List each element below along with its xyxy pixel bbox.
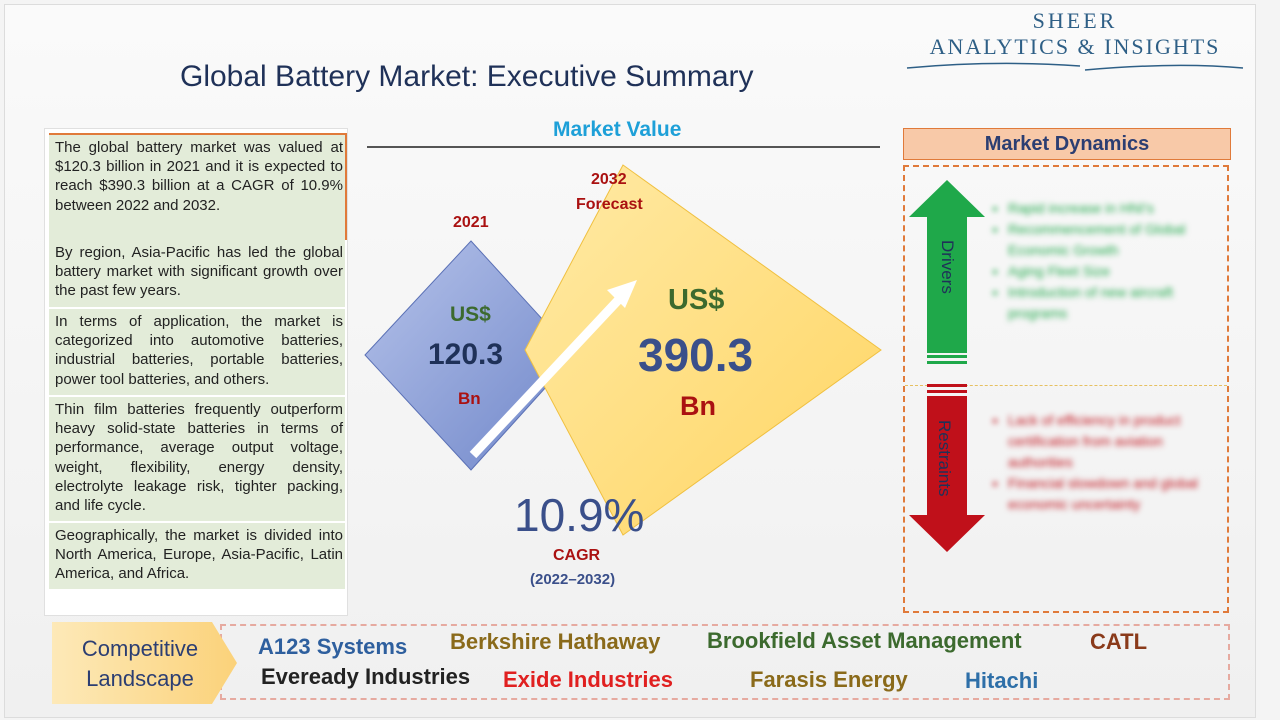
market-value-divider xyxy=(367,146,880,148)
competitive-label-line2: Landscape xyxy=(86,666,194,691)
summary-point-2: By region, Asia-Pacific has led the glob… xyxy=(49,240,345,307)
restraints-list: Lack of efficiency in product certificat… xyxy=(992,410,1212,515)
logo-swoosh xyxy=(906,62,1244,71)
diamond-2032 xyxy=(524,164,882,536)
summary-point-3: In terms of application, the market is c… xyxy=(49,309,345,395)
competitive-label-line1: Competitive xyxy=(81,636,199,661)
driver-item: Aging Fleet Size xyxy=(1008,261,1212,282)
dynamics-divider xyxy=(905,385,1227,386)
company-name: Berkshire Hathaway xyxy=(450,629,661,654)
year-2032-label: 2032 xyxy=(591,171,627,188)
logo-line1: SHEER xyxy=(1032,8,1118,33)
restraints-arrow-icon xyxy=(909,396,985,552)
cagr-label: CAGR xyxy=(553,547,601,564)
cagr-period: (2022–2032) xyxy=(530,571,616,588)
dynamics-arrows xyxy=(909,180,985,552)
company-name: Farasis Energy xyxy=(750,667,908,692)
driver-item: Rapid increase in HNI's xyxy=(1008,198,1212,219)
year-2021-label: 2021 xyxy=(453,214,489,231)
drivers-list: Rapid increase in HNI's Recommencement o… xyxy=(992,198,1212,324)
company-logo: SHEER ANALYTICS & INSIGHTS xyxy=(905,8,1245,74)
competitive-label-shape xyxy=(52,622,237,704)
summary-point-5: Geographically, the market is divided in… xyxy=(49,523,345,589)
competitive-label: Competitive Landscape xyxy=(60,634,220,694)
unit-2021: Bn xyxy=(458,389,481,408)
logo-line2: ANALYTICS & INSIGHTS xyxy=(929,34,1221,59)
value-2032: 390.3 xyxy=(638,329,754,381)
currency-2021: US$ xyxy=(450,303,491,326)
currency-2032: US$ xyxy=(668,284,725,316)
company-name: Brookfield Asset Management xyxy=(707,628,1022,653)
market-dynamics-heading: Market Dynamics xyxy=(903,128,1231,160)
restraints-label: Restraints xyxy=(935,420,954,497)
restraint-item: Financial slowdown and global economic u… xyxy=(1008,473,1212,515)
cagr-value: 10.9% xyxy=(514,489,645,541)
drivers-label: Drivers xyxy=(938,240,957,294)
drivers-arrow-icon xyxy=(909,180,985,353)
company-name: CATL xyxy=(1090,629,1148,654)
summary-point-1: The global battery market was valued at … xyxy=(49,133,347,240)
unit-2032: Bn xyxy=(680,391,716,421)
growth-arrow-head xyxy=(607,280,637,308)
market-dynamics-panel xyxy=(903,165,1229,613)
company-name: A123 Systems xyxy=(258,634,408,659)
forecast-label: Forecast xyxy=(576,196,643,213)
company-name: Exide Industries xyxy=(503,667,673,692)
page-title: Global Battery Market: Executive Summary xyxy=(180,60,754,93)
company-name: Hitachi xyxy=(965,668,1039,693)
market-value-heading: Market Value xyxy=(553,118,682,141)
summary-point-4: Thin film batteries frequently outperfor… xyxy=(49,397,345,521)
restraint-item: Lack of efficiency in product certificat… xyxy=(1008,410,1212,473)
market-value-diagram xyxy=(364,164,882,536)
summary-column: The global battery market was valued at … xyxy=(44,128,348,616)
driver-item: Recommencement of Global Economic Growth xyxy=(1008,219,1212,261)
diamond-2021 xyxy=(364,240,576,471)
company-name: Eveready Industries xyxy=(261,664,471,689)
value-2021: 120.3 xyxy=(428,338,504,371)
driver-item: Introduction of new aircraft programs xyxy=(1008,282,1212,324)
growth-arrow-shaft xyxy=(469,291,627,459)
